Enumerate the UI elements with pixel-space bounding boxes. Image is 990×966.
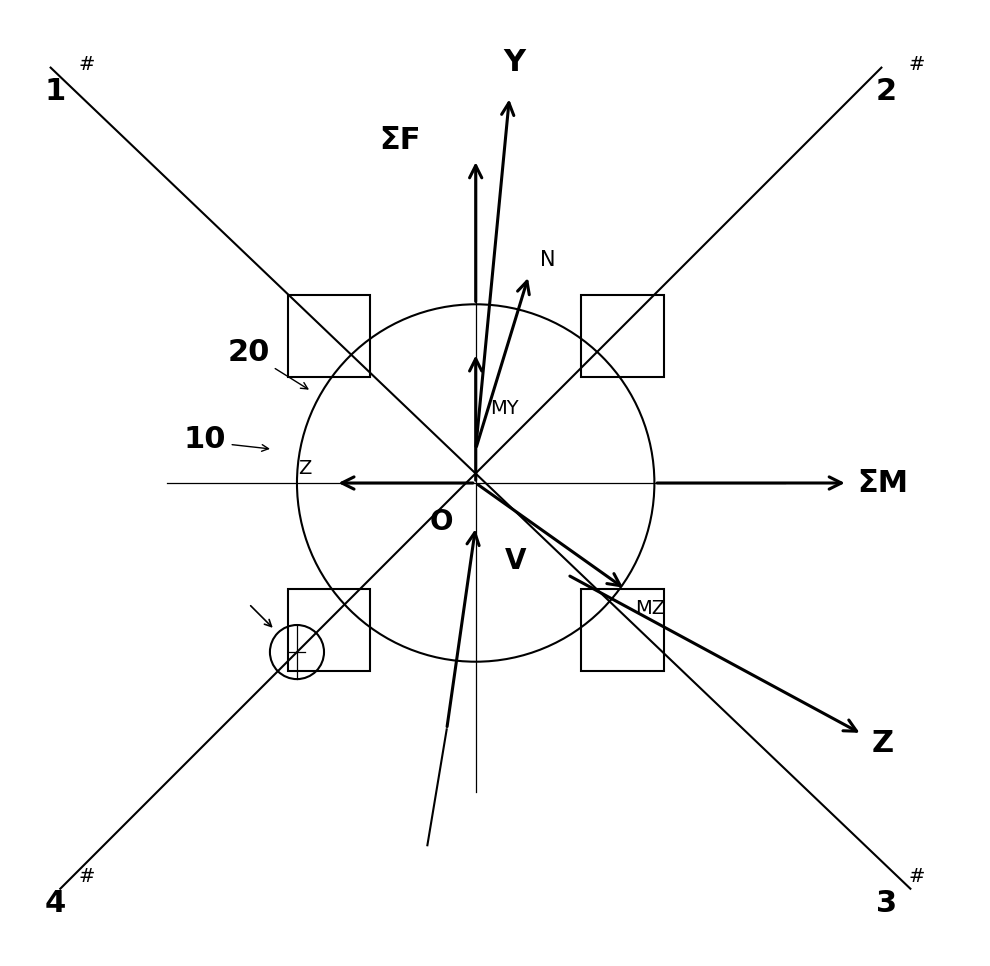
Text: 4: 4 [45, 889, 66, 918]
Text: ΣF: ΣF [379, 126, 421, 155]
Text: #: # [78, 867, 95, 886]
Text: 3: 3 [876, 889, 897, 918]
Text: #: # [909, 55, 926, 74]
Text: Y: Y [503, 48, 526, 77]
Text: #: # [78, 55, 95, 74]
Text: 1: 1 [45, 77, 66, 106]
Text: Z: Z [872, 729, 894, 758]
Text: V: V [505, 547, 526, 575]
Text: 2: 2 [876, 77, 897, 106]
Text: ΣM: ΣM [857, 469, 909, 497]
Text: 10: 10 [184, 425, 227, 454]
Text: MY: MY [490, 399, 519, 417]
Text: Z: Z [298, 459, 312, 478]
Text: O: O [430, 508, 453, 535]
Text: #: # [909, 867, 926, 886]
Text: MZ: MZ [635, 599, 665, 618]
Text: 20: 20 [228, 338, 270, 367]
Text: N: N [541, 250, 556, 270]
